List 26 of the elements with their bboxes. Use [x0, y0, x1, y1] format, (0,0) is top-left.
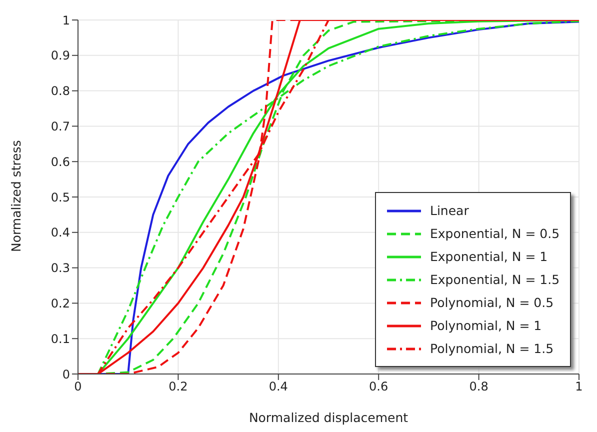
x-tick-label: 0.8	[469, 380, 488, 394]
x-tick-label: 0	[74, 380, 82, 394]
legend-label: Polynomial, N = 1.5	[430, 341, 554, 356]
y-tick-label: 1	[62, 13, 70, 28]
x-tick-label: 1	[575, 380, 583, 394]
x-tick-label: 0.2	[168, 380, 188, 394]
x-axis-title: Normalized displacement	[248, 410, 408, 425]
legend-label: Exponential, N = 0.5	[430, 226, 560, 241]
y-tick-label: 0.5	[50, 190, 70, 204]
y-tick-label: 0.4	[50, 226, 70, 240]
legend-label: Exponential, N = 1	[430, 249, 548, 264]
y-tick-label: 0.8	[50, 84, 70, 98]
y-tick-label: 0.2	[50, 296, 70, 310]
x-tick-label: 0.6	[369, 380, 388, 394]
y-tick-label: 0.6	[50, 154, 70, 169]
x-tick-label: 0.4	[268, 380, 288, 394]
y-tick-label: 0.1	[50, 332, 70, 346]
y-axis-title: Normalized stress	[8, 140, 24, 252]
legend-label: Exponential, N = 1.5	[430, 272, 560, 287]
y-tick-label: 0	[62, 367, 70, 382]
legend-label: Polynomial, N = 1	[430, 318, 542, 333]
y-tick-label: 0.3	[50, 261, 70, 276]
y-tick-label: 0.7	[50, 119, 70, 134]
legend-label: Polynomial, N = 0.5	[430, 295, 554, 310]
y-tick-label: 0.9	[50, 48, 70, 63]
legend-label: Linear	[430, 203, 469, 218]
